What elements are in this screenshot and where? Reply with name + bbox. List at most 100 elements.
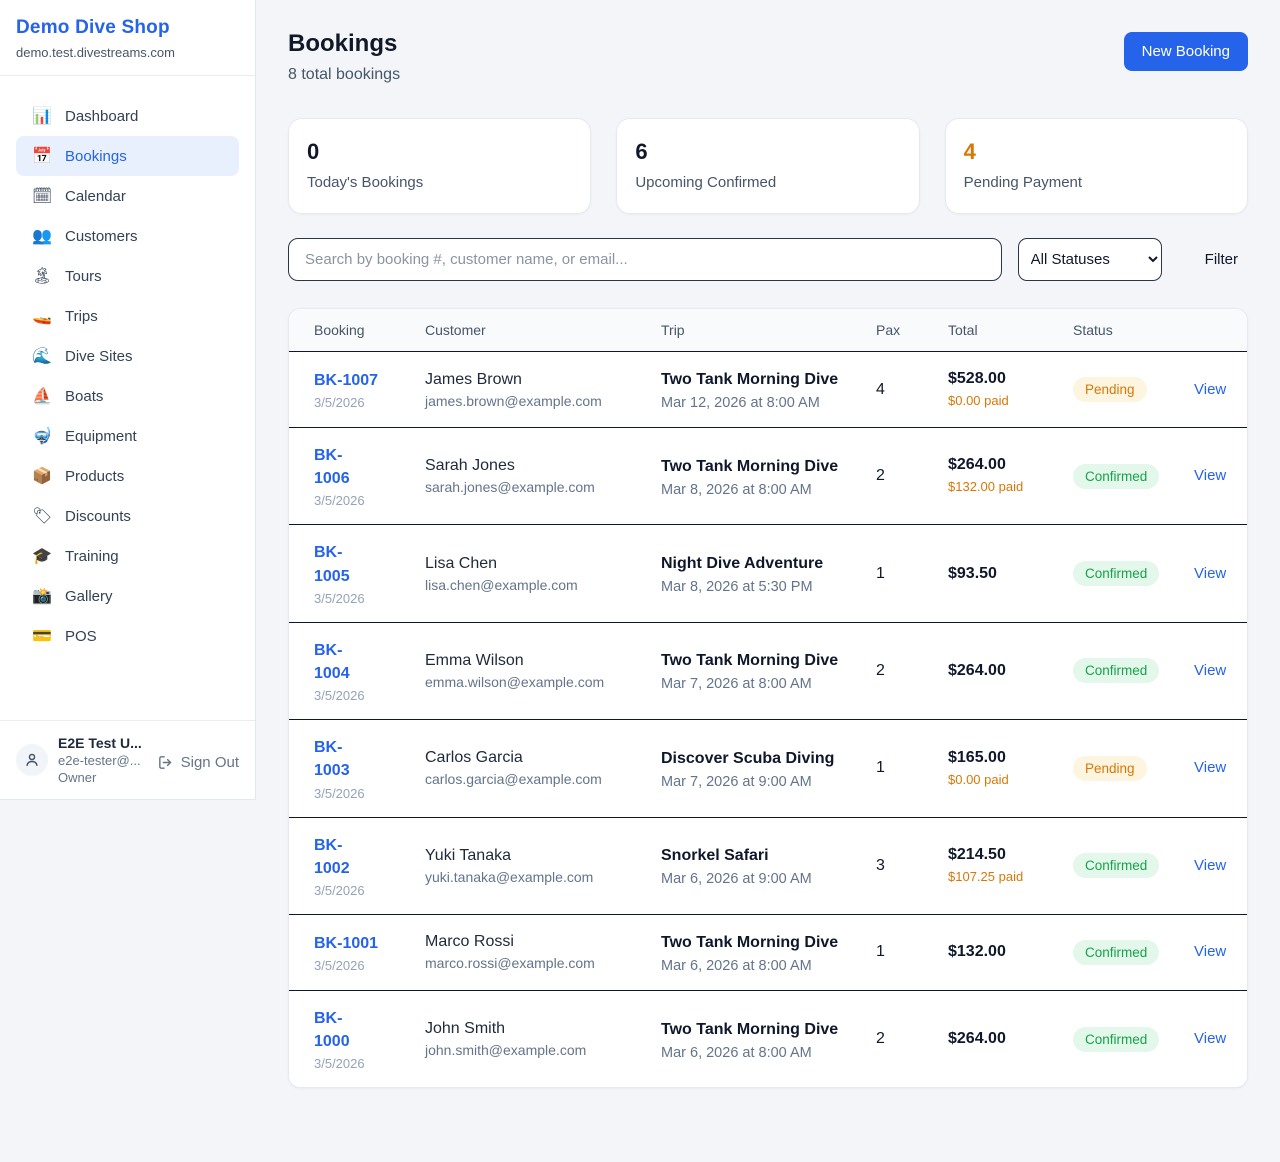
sidebar-item-equipment[interactable]: 🤿 Equipment <box>16 416 239 456</box>
trip-datetime: Mar 8, 2026 at 5:30 PM <box>661 579 813 596</box>
user-icon <box>26 753 38 766</box>
brand-name[interactable]: Demo Dive Shop <box>16 17 170 38</box>
sidebar-item-bookings[interactable]: 📅 Bookings <box>16 136 239 176</box>
sidebar-item-label: Dashboard <box>65 107 139 125</box>
sidebar-item-dive-sites[interactable]: 🌊 Dive Sites <box>16 336 239 376</box>
col-status: Status <box>1073 309 1194 352</box>
booking-date: 3/5/2026 <box>314 395 365 411</box>
booking-id-link[interactable]: BK- 1000 <box>314 1009 350 1051</box>
status-badge: Pending <box>1073 377 1147 402</box>
booking-id-link[interactable]: BK- 1005 <box>314 544 350 585</box>
status-badge: Confirmed <box>1073 939 1160 965</box>
sidebar-item-tours[interactable]: 🏝 Tours <box>16 256 239 296</box>
pax-count: 1 <box>876 943 885 961</box>
page-title: Bookings <box>288 30 398 57</box>
sign-out-button[interactable]: Sign Out <box>157 754 239 771</box>
view-link[interactable]: View <box>1194 661 1227 679</box>
pax-count: 2 <box>876 1030 885 1048</box>
total-amount: $264.00 <box>948 661 1006 679</box>
table-row: BK- 1002 3/5/2026 Yuki Tanaka yuki.tanaka@ex… <box>289 817 1247 915</box>
sidebar-item-label: Training <box>65 547 119 565</box>
customer-email: james.brown@example.com <box>425 392 602 409</box>
new-booking-button[interactable]: New Booking <box>1123 32 1248 71</box>
sign-out-icon <box>158 755 171 769</box>
brand-domain: demo.test.divestreams.com <box>16 45 175 60</box>
sidebar-item-label: Gallery <box>65 587 113 605</box>
credit-card-icon: 💳 <box>32 628 52 645</box>
sidebar-item-calendar[interactable]: 🗓 Calendar <box>16 176 239 216</box>
col-booking: Booking <box>289 309 425 352</box>
sidebar-item-pos[interactable]: 💳 POS <box>16 616 239 656</box>
view-link[interactable]: View <box>1194 759 1227 777</box>
sailboat-icon: ⛵ <box>32 388 52 405</box>
paid-amount: $0.00 paid <box>948 771 1009 787</box>
user-role: Owner <box>58 770 97 785</box>
trip-name: Night Dive Adventure <box>661 555 824 573</box>
view-link[interactable]: View <box>1194 856 1227 874</box>
view-link[interactable]: View <box>1194 943 1227 961</box>
stat-card-upcoming-confirmed: 6 Upcoming Confirmed <box>616 118 920 214</box>
user-name: E2E Test U... <box>58 735 142 751</box>
page-header: Bookings 8 total bookings New Booking <box>288 30 1248 84</box>
sidebar-item-dashboard[interactable]: 📊 Dashboard <box>16 96 239 136</box>
customer-email: sarah.jones@example.com <box>425 479 595 496</box>
pax-count: 2 <box>876 467 885 485</box>
stat-label: Today's Bookings <box>307 174 424 191</box>
customer-email: carlos.garcia@example.com <box>425 771 602 788</box>
status-badge: Confirmed <box>1073 463 1160 489</box>
view-link[interactable]: View <box>1194 1030 1227 1048</box>
paid-amount: $132.00 paid <box>948 479 1024 495</box>
status-select[interactable]: All Statuses <box>1017 238 1162 281</box>
sidebar-item-boats[interactable]: ⛵ Boats <box>16 376 239 416</box>
user-meta: E2E Test U... e2e-tester@... Owner <box>58 735 147 785</box>
view-link[interactable]: View <box>1194 380 1227 398</box>
sidebar-item-products[interactable]: 📦 Products <box>16 456 239 496</box>
filter-button[interactable]: Filter <box>1195 251 1248 268</box>
sidebar-item-label: Calendar <box>65 187 126 205</box>
brand-block: Demo Dive Shop demo.test.divestreams.com <box>0 0 255 76</box>
booking-date: 3/5/2026 <box>314 688 365 704</box>
camera-flash-icon: 📸 <box>32 588 52 605</box>
sidebar-item-label: Equipment <box>65 427 137 445</box>
booking-date: 3/5/2026 <box>314 785 365 801</box>
booking-id-link[interactable]: BK- 1006 <box>314 447 350 488</box>
booking-id-link[interactable]: BK-1001 <box>314 934 379 952</box>
filter-row: All Statuses Filter <box>288 238 1248 281</box>
booking-id-link[interactable]: BK- 1003 <box>314 739 350 780</box>
trip-datetime: Mar 6, 2026 at 8:00 AM <box>661 957 812 974</box>
tag-icon: 🏷 <box>32 508 53 525</box>
status-badge: Pending <box>1073 755 1147 781</box>
booking-id-link[interactable]: BK- 1004 <box>314 641 350 682</box>
bookings-table: Booking Customer Trip Pax Total Status B… <box>289 309 1247 1087</box>
search-input[interactable] <box>288 238 1002 281</box>
sidebar-item-customers[interactable]: 👥 Customers <box>16 216 239 256</box>
view-link[interactable]: View <box>1194 564 1227 582</box>
total-amount: $528.00 <box>948 369 1006 387</box>
table-row: BK-1007 3/5/2026 James Brown james.brown@ex… <box>289 351 1247 428</box>
customer-name: James Brown <box>425 370 522 388</box>
total-amount: $214.50 <box>948 845 1006 863</box>
booking-date: 3/5/2026 <box>314 882 365 898</box>
sidebar-item-gallery[interactable]: 📸 Gallery <box>16 576 239 616</box>
sidebar-item-trips[interactable]: 🚤 Trips <box>16 296 239 336</box>
customer-name: Carlos Garcia <box>425 749 523 767</box>
booking-id-link[interactable]: BK- 1002 <box>314 836 350 877</box>
trip-datetime: Mar 8, 2026 at 8:00 AM <box>661 481 812 498</box>
sidebar-item-label: Discounts <box>65 507 131 525</box>
col-actions <box>1194 309 1247 352</box>
view-link[interactable]: View <box>1194 467 1227 485</box>
trip-datetime: Mar 7, 2026 at 9:00 AM <box>661 773 812 790</box>
bookings-table-card: Booking Customer Trip Pax Total Status B… <box>288 308 1248 1089</box>
pax-count: 4 <box>876 380 885 398</box>
booking-id-link[interactable]: BK-1007 <box>314 371 379 389</box>
speedboat-icon: 🚤 <box>32 308 52 325</box>
paid-amount: $0.00 paid <box>948 392 1009 408</box>
sidebar-item-training[interactable]: 🎓 Training <box>16 536 239 576</box>
stat-value: 4 <box>963 139 976 164</box>
sidebar-item-discounts[interactable]: 🏷 Discounts <box>16 496 239 536</box>
sign-out-label: Sign Out <box>180 753 239 771</box>
customer-email: john.smith@example.com <box>425 1042 587 1059</box>
graduation-cap-icon: 🎓 <box>32 548 52 565</box>
stat-card-todays-bookings: 0 Today's Bookings <box>288 118 592 214</box>
diving-mask-icon: 🤿 <box>32 428 52 445</box>
